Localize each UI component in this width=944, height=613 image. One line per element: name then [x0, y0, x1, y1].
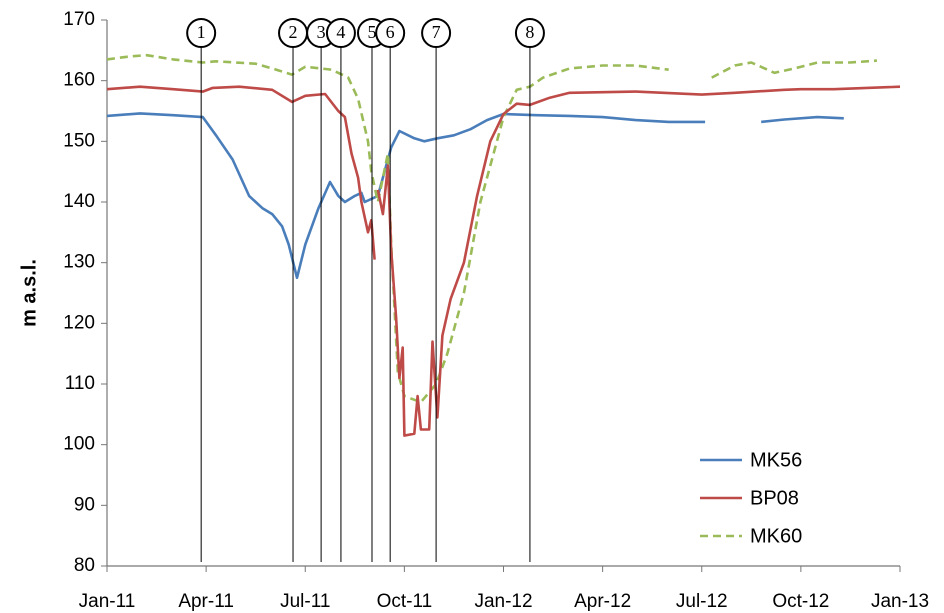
- x-tick-label: Jul-11: [280, 591, 330, 612]
- x-tick-label: Apr-11: [178, 591, 234, 612]
- annotation-circle: [421, 18, 452, 48]
- y-tick-label: 170: [63, 9, 95, 30]
- x-tick-label: Oct-12: [772, 591, 829, 612]
- x-tick-label: Jul-12: [676, 591, 728, 612]
- annotation-label: 6: [386, 22, 395, 42]
- x-tick-label: Jan-11: [79, 591, 136, 612]
- annotation-label: 3: [317, 22, 326, 42]
- y-tick-label: 80: [74, 555, 95, 576]
- annotation-circle: [375, 18, 406, 48]
- y-tick-label: 120: [63, 312, 95, 333]
- annotation-label: 2: [289, 22, 298, 42]
- annotation-label: 7: [432, 22, 441, 42]
- y-tick-label: 140: [63, 191, 95, 212]
- legend-label: MK56: [750, 449, 802, 471]
- x-tick-label: Jan-13: [871, 591, 929, 612]
- series-line: [106, 85, 901, 437]
- annotation-label: 5: [367, 22, 376, 42]
- x-tick-label: Apr-12: [574, 591, 631, 612]
- annotation-circle: [514, 18, 545, 48]
- y-tick-label: 130: [63, 252, 95, 273]
- annotation-label: 1: [197, 22, 206, 42]
- annotation-circle: [325, 18, 356, 48]
- series-line: [106, 53, 877, 404]
- y-tick-label: 110: [65, 373, 95, 394]
- x-tick-label: Oct-11: [377, 591, 433, 612]
- y-tick-label: 90: [74, 494, 95, 515]
- annotation-label: 4: [336, 22, 345, 42]
- y-axis-label: m a.s.l.: [18, 259, 40, 327]
- legend-label: BP08: [750, 487, 799, 509]
- y-tick-label: 160: [63, 70, 95, 91]
- series-line: [106, 112, 844, 280]
- y-tick-label: 100: [63, 434, 95, 455]
- x-tick-label: Jan-12: [474, 591, 532, 612]
- legend-label: MK60: [750, 525, 802, 547]
- y-tick-label: 150: [63, 130, 95, 151]
- annotation-label: 8: [525, 22, 534, 42]
- annotation-circle: [186, 18, 217, 48]
